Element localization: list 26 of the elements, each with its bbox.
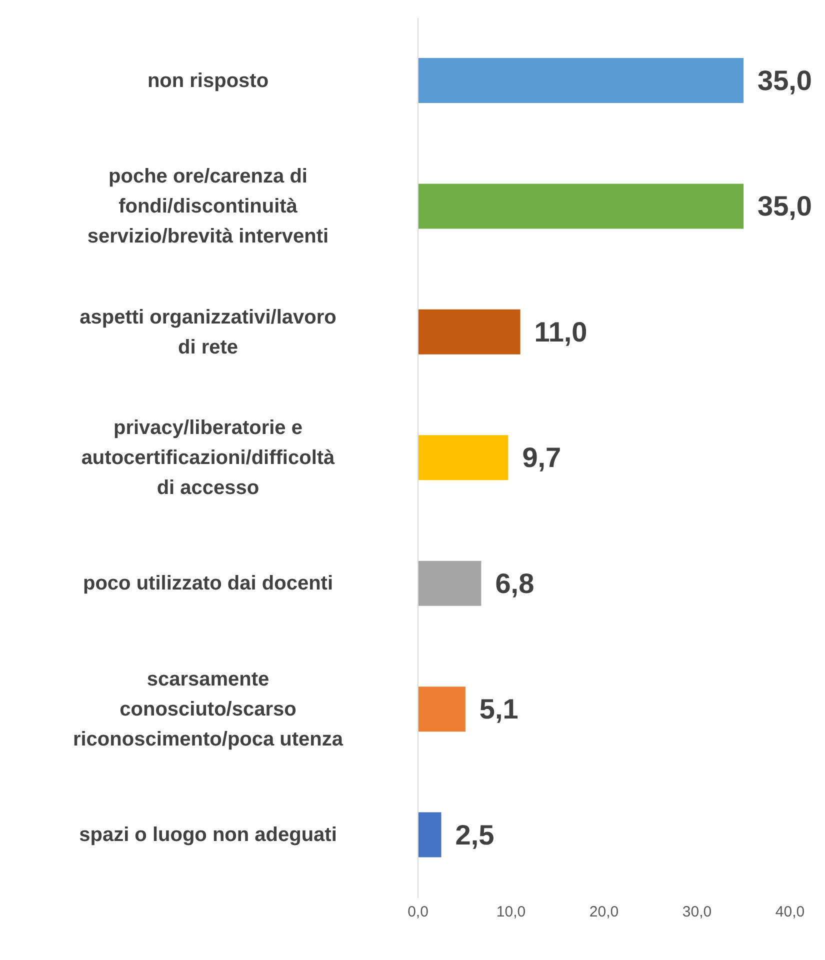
y-tick-label: non risposto [147, 70, 269, 92]
bar [418, 686, 466, 732]
bar [418, 560, 482, 606]
y-tick-label: privacy/liberatorie e autocertificazioni/difficoltà di accesso [81, 417, 336, 499]
bar [418, 309, 520, 354]
bar [418, 435, 508, 480]
y-tick-label: poco utilizzato dai docenti [83, 572, 333, 595]
data-label: 9,7 [522, 442, 562, 474]
data-label: 35,0 [758, 65, 812, 96]
x-tick-label: 30,0 [682, 904, 712, 921]
x-tick-label: 0,0 [408, 904, 428, 921]
bar [418, 812, 442, 858]
x-tick-label: 40,0 [775, 904, 805, 921]
bar [418, 184, 744, 229]
y-tick-label: poche ore/carenza di fondi/discontinuità servizio/brevità interventi [87, 166, 329, 248]
x-tick-label: 10,0 [496, 904, 526, 921]
x-tick-label: 20,0 [589, 904, 619, 921]
y-tick-label: spazi o luogo non adeguati [79, 824, 337, 846]
data-label: 11,0 [534, 316, 588, 348]
y-tick-label: aspetti organizzativi/lavoro di rete [80, 306, 336, 358]
bar [418, 58, 744, 103]
data-label: 5,1 [479, 694, 518, 725]
y-tick-label: scarsamente conosciuto/scarso riconoscimento/poca utenza [72, 668, 344, 750]
data-label: 6,8 [495, 568, 534, 599]
data-label: 35,0 [758, 190, 812, 222]
data-label: 2,5 [455, 819, 494, 850]
